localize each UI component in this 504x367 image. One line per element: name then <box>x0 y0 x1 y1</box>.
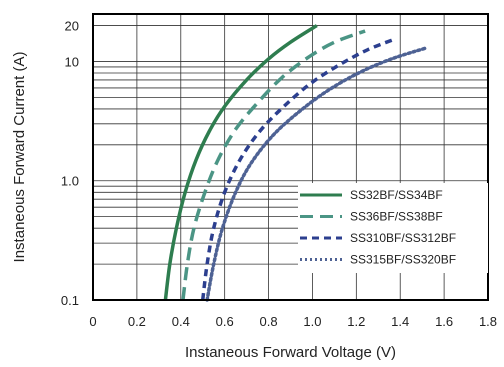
tick-labels: 0 0.2 0.4 0.6 0.8 1.0 1.2 1.4 1.6 1.8 0.1 1.0 10 20 <box>61 19 497 329</box>
x-tick-label: 0.8 <box>260 314 278 329</box>
legend-label: SS36BF/SS38BF <box>350 210 443 224</box>
y-tick-label: 1.0 <box>61 174 79 189</box>
x-tick-label: 0.2 <box>128 314 146 329</box>
series-line-4 <box>205 46 429 302</box>
series-line-2 <box>181 29 366 301</box>
legend-label: SS315BF/SS320BF <box>350 253 456 267</box>
y-tick-label: 20 <box>65 19 79 34</box>
x-axis-title: Instaneous Forward Voltage (V) <box>185 344 396 361</box>
y-axis-title: Instaneous Forward Current (A) <box>11 52 28 263</box>
legend: SS32BF/SS34BF SS36BF/SS38BF SS310BF/SS312B… <box>298 183 488 273</box>
y-tick-label: 0.1 <box>61 293 79 308</box>
x-tick-label: 0.6 <box>216 314 234 329</box>
x-tick-label: 1.0 <box>303 314 321 329</box>
y-tick-label: 10 <box>65 54 79 69</box>
plot-frame <box>92 13 489 301</box>
x-tick-label: 1.6 <box>435 314 453 329</box>
legend-label: SS310BF/SS312BF <box>350 231 456 245</box>
x-tick-label: 1.2 <box>347 314 365 329</box>
x-tick-label: 1.8 <box>479 314 497 329</box>
x-tick-label: 0.4 <box>172 314 190 329</box>
legend-label: SS32BF/SS34BF <box>350 188 443 202</box>
series-line-3 <box>200 37 397 301</box>
series-line-1 <box>163 24 318 301</box>
legend-background <box>298 183 488 273</box>
x-tick-label: 0 <box>89 314 96 329</box>
x-tick-label: 1.4 <box>391 314 409 329</box>
plot-series <box>163 24 429 302</box>
